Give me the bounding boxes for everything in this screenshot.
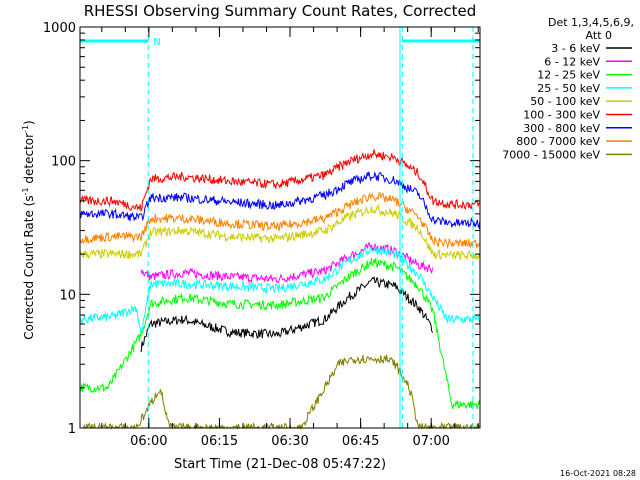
y-axis-label: Corrected Count Rate (s-1 detector-1) bbox=[21, 120, 36, 339]
legend-header-1: Det 1,3,4,5,6,9, bbox=[548, 16, 634, 29]
series-line-1 bbox=[140, 275, 434, 353]
overlay-group: N bbox=[80, 27, 480, 428]
legend-label-7: 300 - 800 keV bbox=[523, 122, 600, 135]
legend-label-5: 50 - 100 keV bbox=[530, 95, 600, 108]
x-tick-label-2: 06:15 bbox=[201, 434, 238, 449]
series-line-6 bbox=[79, 149, 481, 213]
footer-timestamp: 16-Oct-2021 08:28 bbox=[560, 469, 636, 478]
series-line-3 bbox=[79, 257, 481, 410]
legend-label-1: 3 - 6 keV bbox=[551, 42, 600, 55]
axes-group: 1 10 100 1000 06:00 06:15 06:30 06:45 07:00 bbox=[43, 21, 481, 449]
plot-frame bbox=[79, 26, 481, 429]
x-tick-label-1: 06:00 bbox=[130, 434, 167, 449]
y-tick-label-2: 10 bbox=[59, 288, 76, 303]
series-line-8 bbox=[79, 191, 481, 250]
series-line-4 bbox=[79, 244, 481, 334]
y-tick-label-4: 1000 bbox=[43, 21, 76, 36]
legend-header-2: Att 0 bbox=[586, 29, 612, 42]
legend-label-8: 800 - 7000 keV bbox=[516, 135, 600, 148]
chart-title: RHESSI Observing Summary Count Rates, Co… bbox=[84, 2, 477, 20]
legend-label-2: 6 - 12 keV bbox=[544, 55, 600, 68]
x-tick-label-3: 06:30 bbox=[271, 434, 308, 449]
series-line-7 bbox=[79, 171, 481, 230]
y-tick-label-3: 100 bbox=[51, 155, 76, 170]
flag-label: N bbox=[153, 37, 160, 48]
x-tick-label-4: 06:45 bbox=[342, 434, 379, 449]
legend-label-6: 100 - 300 keV bbox=[523, 109, 600, 122]
legend-label-4: 25 - 50 keV bbox=[537, 82, 600, 95]
legend-label-9: 7000 - 15000 keV bbox=[502, 148, 600, 161]
x-tick-label-5: 07:00 bbox=[412, 434, 449, 449]
x-axis-label: Start Time (21-Dec-08 05:47:22) bbox=[174, 457, 386, 472]
y-tick-label-1: 1 bbox=[68, 422, 76, 437]
legend-label-3: 12 - 25 keV bbox=[537, 69, 600, 82]
series-line-5 bbox=[79, 204, 481, 261]
